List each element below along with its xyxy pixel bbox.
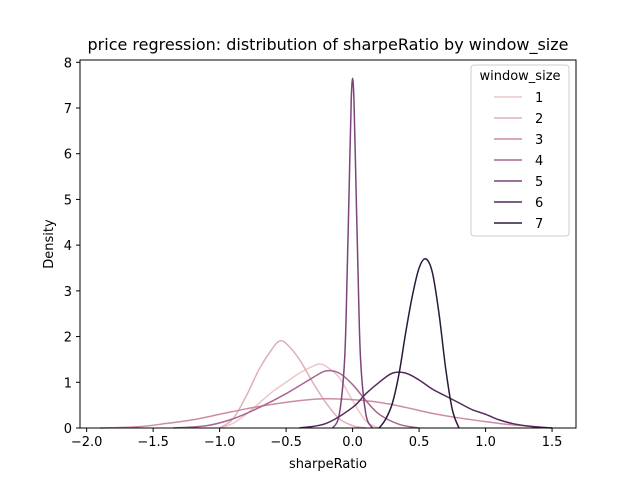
y-tick-label: 7 <box>64 102 72 117</box>
series-lines <box>99 77 553 429</box>
series-line-7 <box>378 258 460 429</box>
y-tick-label: 4 <box>64 239 72 254</box>
legend-label-1: 1 <box>535 91 543 106</box>
x-axis: −2.0 −1.5 −1.0 −0.5 0.0 0.5 1.0 1.5 <box>71 428 563 450</box>
plot-frame <box>79 59 577 429</box>
legend-label-7: 7 <box>535 217 543 232</box>
y-tick-label: 5 <box>64 193 72 208</box>
y-tick-label: 2 <box>64 331 72 346</box>
legend: window_size 1 2 3 4 5 6 7 <box>470 64 570 237</box>
legend-label-5: 5 <box>535 175 543 190</box>
series-line-3 <box>99 397 553 429</box>
y-tick-label: 1 <box>64 376 72 391</box>
y-tick-label: 0 <box>64 422 72 437</box>
series-line-5 <box>331 77 374 429</box>
x-tick-label: −0.5 <box>270 435 302 450</box>
x-tick-label: −1.5 <box>137 435 169 450</box>
y-tick-label: 8 <box>64 56 72 71</box>
x-tick-label: −2.0 <box>71 435 103 450</box>
series-line-4 <box>173 369 420 429</box>
legend-label-2: 2 <box>535 112 543 127</box>
legend-box <box>470 64 570 237</box>
y-axis-label: Density <box>42 219 57 269</box>
y-axis: 0 1 2 3 4 5 6 7 8 <box>64 56 80 437</box>
series-line-6 <box>299 371 553 429</box>
x-tick-label: 1.0 <box>475 435 496 450</box>
x-tick-label: 0.5 <box>409 435 430 450</box>
series-line-2 <box>219 339 367 429</box>
y-tick-label: 3 <box>64 285 72 300</box>
legend-label-6: 6 <box>535 196 543 211</box>
x-tick-label: 1.5 <box>542 435 563 450</box>
legend-label-3: 3 <box>535 133 543 148</box>
x-axis-label: sharpeRatio <box>289 457 367 472</box>
legend-label-4: 4 <box>535 154 543 169</box>
legend-title: window_size <box>479 69 560 84</box>
chart-title: price regression: distribution of sharpe… <box>88 35 569 55</box>
x-tick-label: −1.0 <box>204 435 236 450</box>
y-tick-label: 6 <box>64 148 72 163</box>
x-tick-label: 0.0 <box>342 435 363 450</box>
